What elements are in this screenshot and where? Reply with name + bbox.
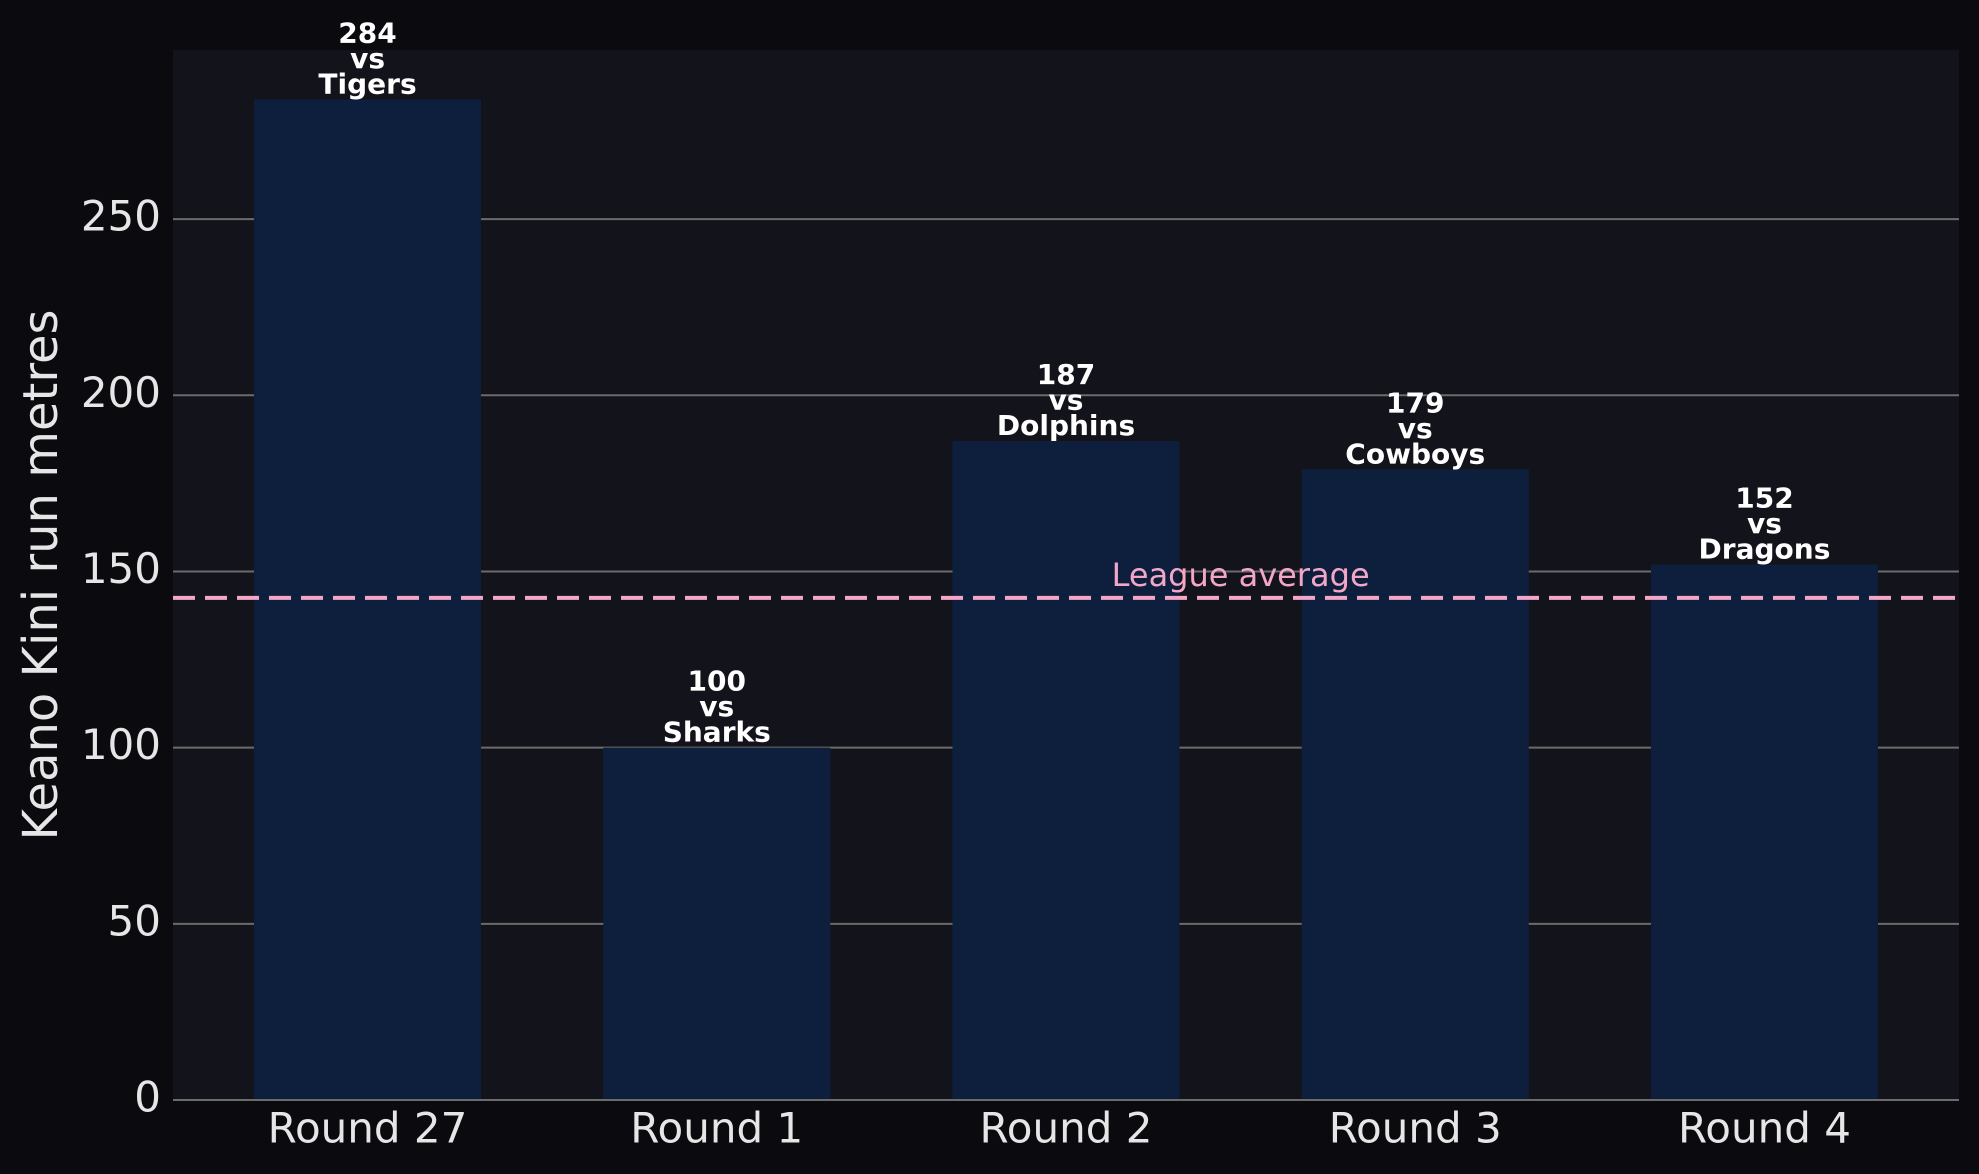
bar (1301, 469, 1529, 1100)
y-tick-label: 50 (108, 896, 161, 945)
y-tick-label: 150 (81, 544, 161, 593)
y-tick-label: 250 (81, 192, 161, 241)
x-tick-label: Round 4 (1678, 1104, 1851, 1153)
x-tick-label: Round 27 (268, 1104, 468, 1153)
data-label: 179 vs Cowboys (1345, 386, 1485, 470)
data-label: 284 vs Tigers (318, 16, 416, 100)
y-tick-label: 200 (81, 368, 161, 417)
y-tick-label: 100 (81, 720, 161, 769)
y-axis-label: Keano Kini run metres (13, 309, 69, 840)
y-tick-label: 0 (134, 1073, 161, 1122)
x-tick-label: Round 1 (630, 1104, 803, 1153)
data-label: 152 vs Dragons (1699, 481, 1831, 565)
data-label: 100 vs Sharks (663, 665, 771, 749)
x-tick-label: Round 3 (1329, 1104, 1502, 1153)
bar (952, 441, 1180, 1100)
bar (603, 747, 831, 1100)
reference-label: League average (1112, 556, 1370, 594)
x-tick-label: Round 2 (980, 1104, 1153, 1153)
bar (1650, 564, 1878, 1100)
data-label: 187 vs Dolphins (997, 358, 1135, 442)
